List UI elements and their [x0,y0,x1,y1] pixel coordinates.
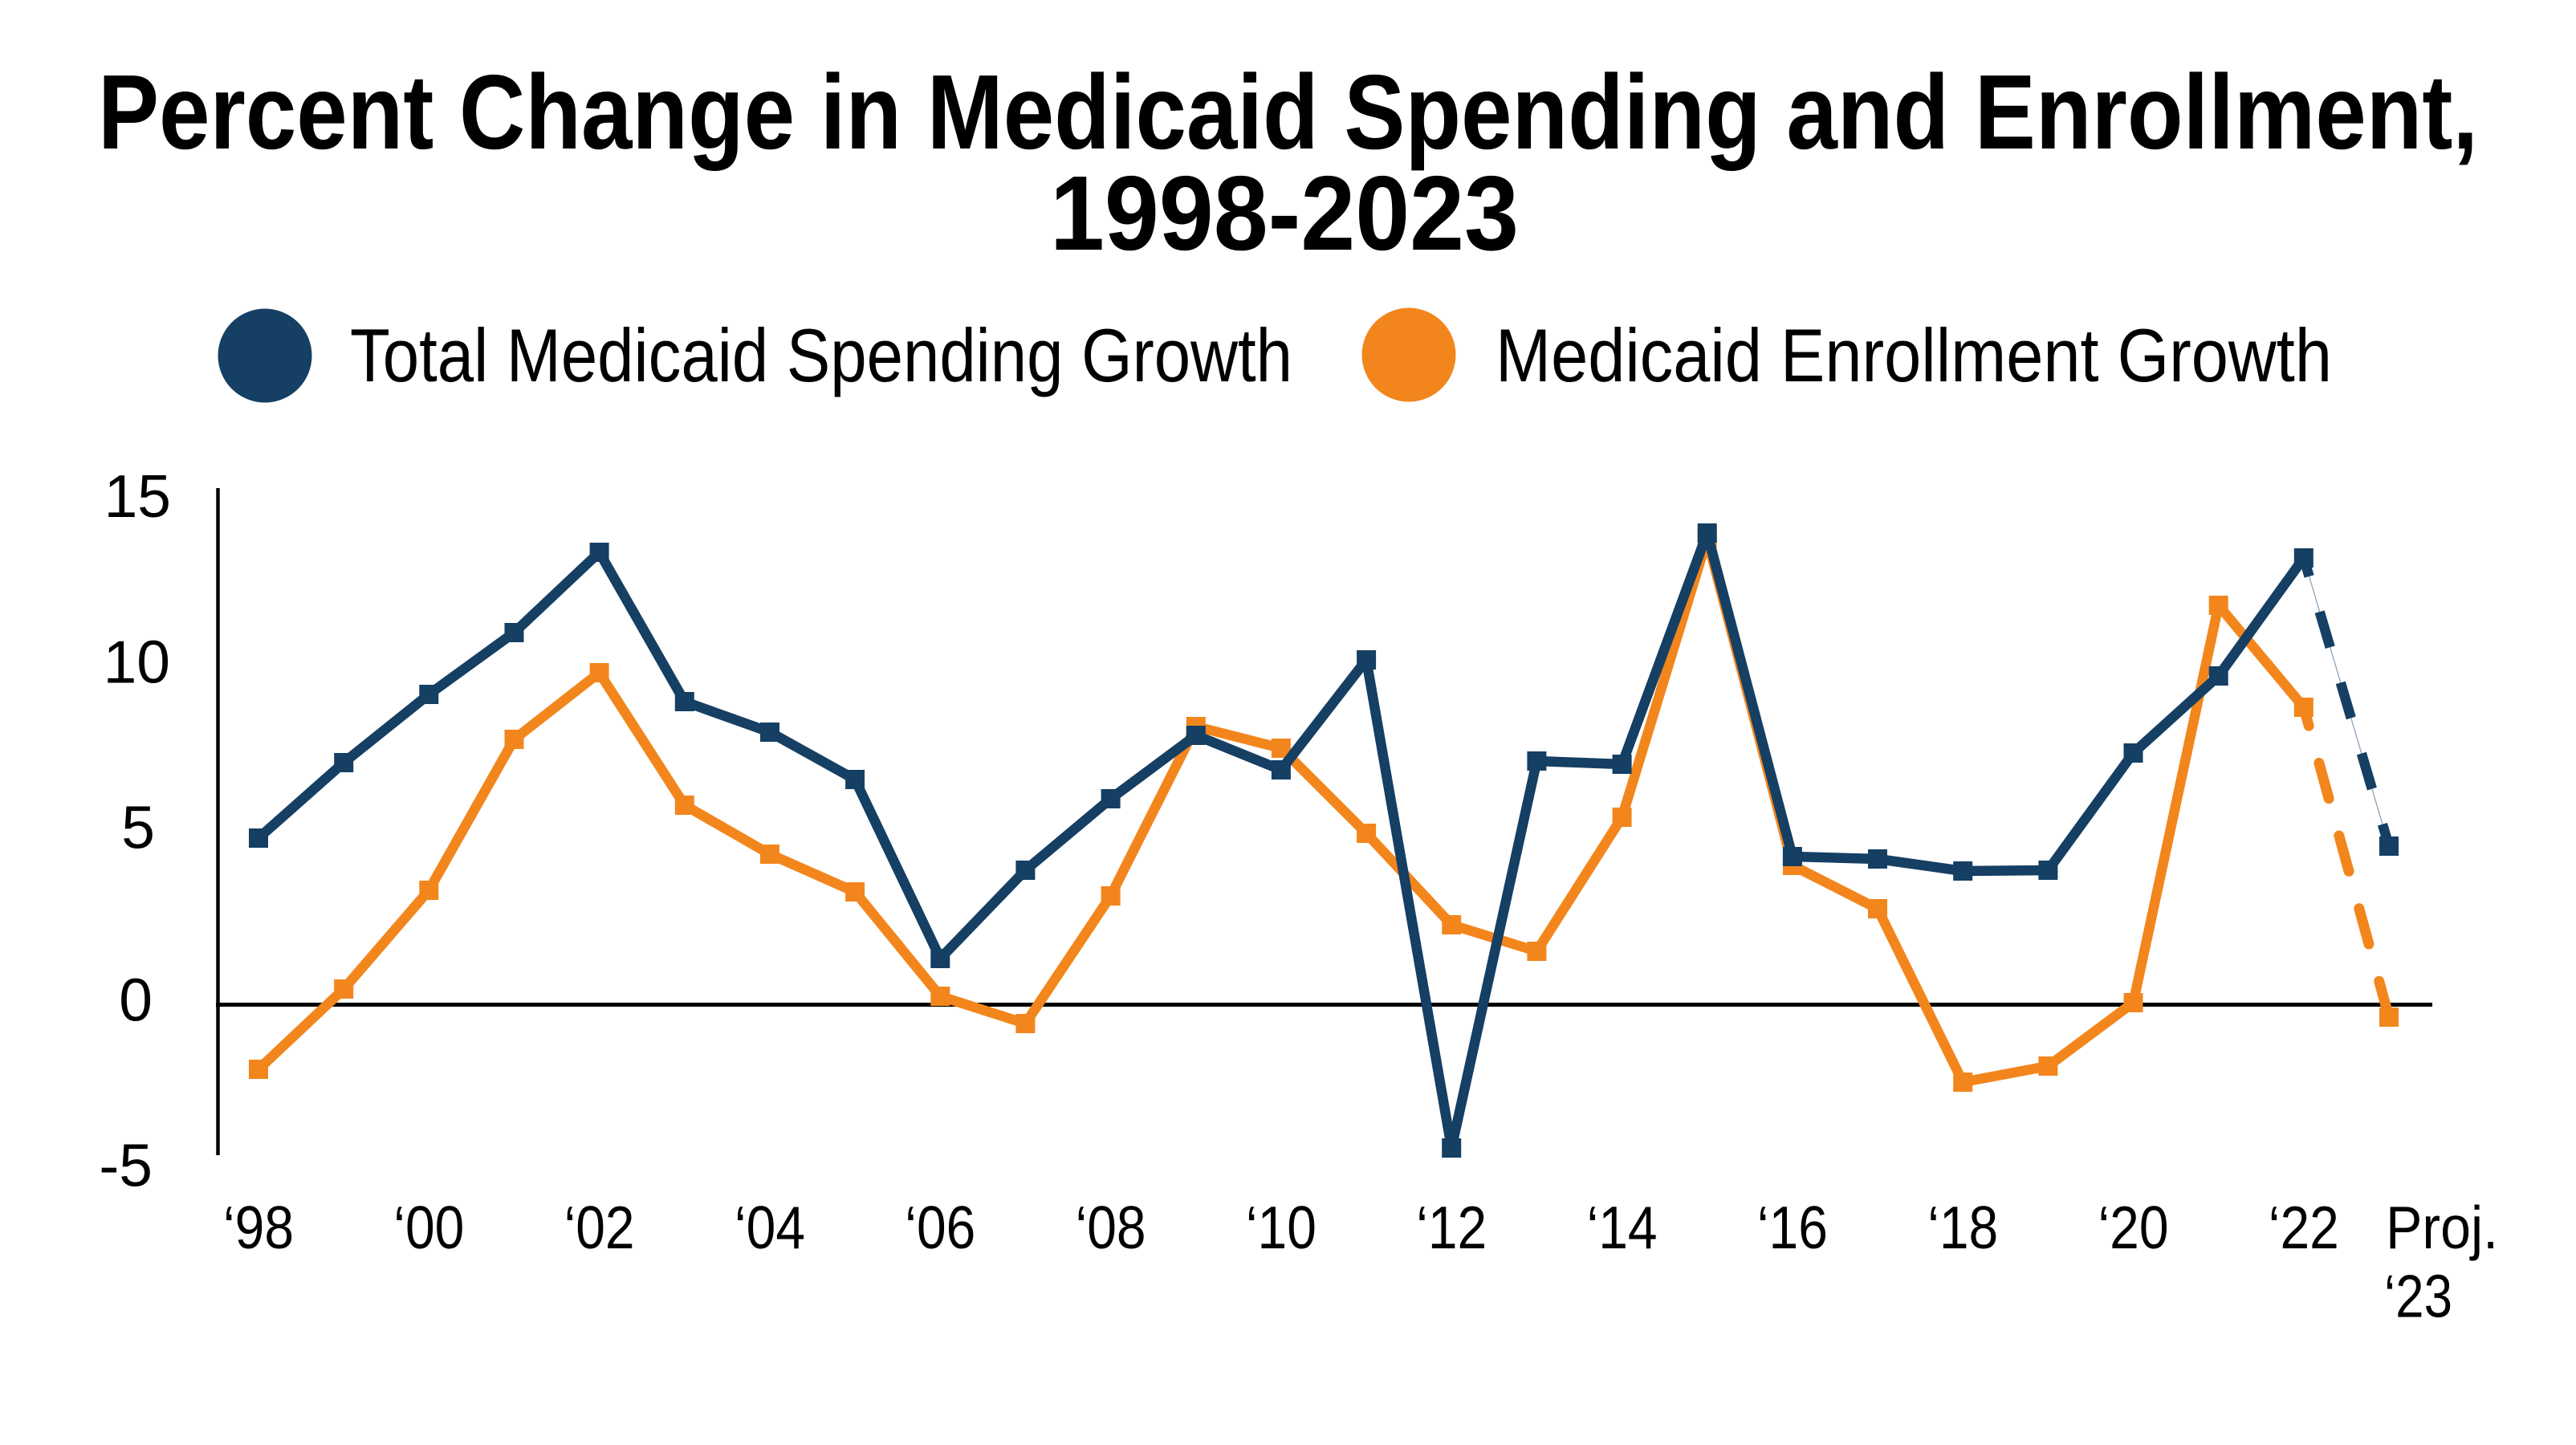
svg-text:‘23: ‘23 [2384,1263,2452,1330]
svg-text:‘02: ‘02 [564,1194,635,1261]
svg-text:-5: -5 [99,1132,153,1199]
svg-text:‘00: ‘00 [393,1194,464,1261]
svg-text:Proj.: Proj. [2386,1194,2498,1261]
svg-text:Total Medicaid Spending Growth: Total Medicaid Spending Growth [350,313,1292,397]
svg-text:‘14: ‘14 [1587,1194,1658,1261]
svg-text:‘08: ‘08 [1076,1194,1146,1261]
svg-text:Medicaid Enrollment Growth: Medicaid Enrollment Growth [1496,313,2332,397]
svg-text:‘06: ‘06 [905,1194,975,1261]
svg-text:1998-2023: 1998-2023 [1050,154,1519,272]
svg-text:‘98: ‘98 [223,1194,294,1261]
svg-text:‘18: ‘18 [1927,1194,1998,1261]
svg-text:‘20: ‘20 [2098,1194,2169,1261]
svg-text:0: 0 [119,967,153,1034]
svg-text:10: 10 [104,629,170,696]
svg-text:‘12: ‘12 [1416,1194,1487,1261]
svg-text:‘22: ‘22 [2269,1194,2339,1261]
svg-text:‘10: ‘10 [1246,1194,1316,1261]
svg-text:‘16: ‘16 [1757,1194,1828,1261]
svg-text:‘04: ‘04 [735,1194,805,1261]
svg-text:Percent Change in Medicaid Spe: Percent Change in Medicaid Spending and … [98,53,2478,171]
svg-text:15: 15 [104,462,171,530]
svg-text:5: 5 [121,794,155,861]
